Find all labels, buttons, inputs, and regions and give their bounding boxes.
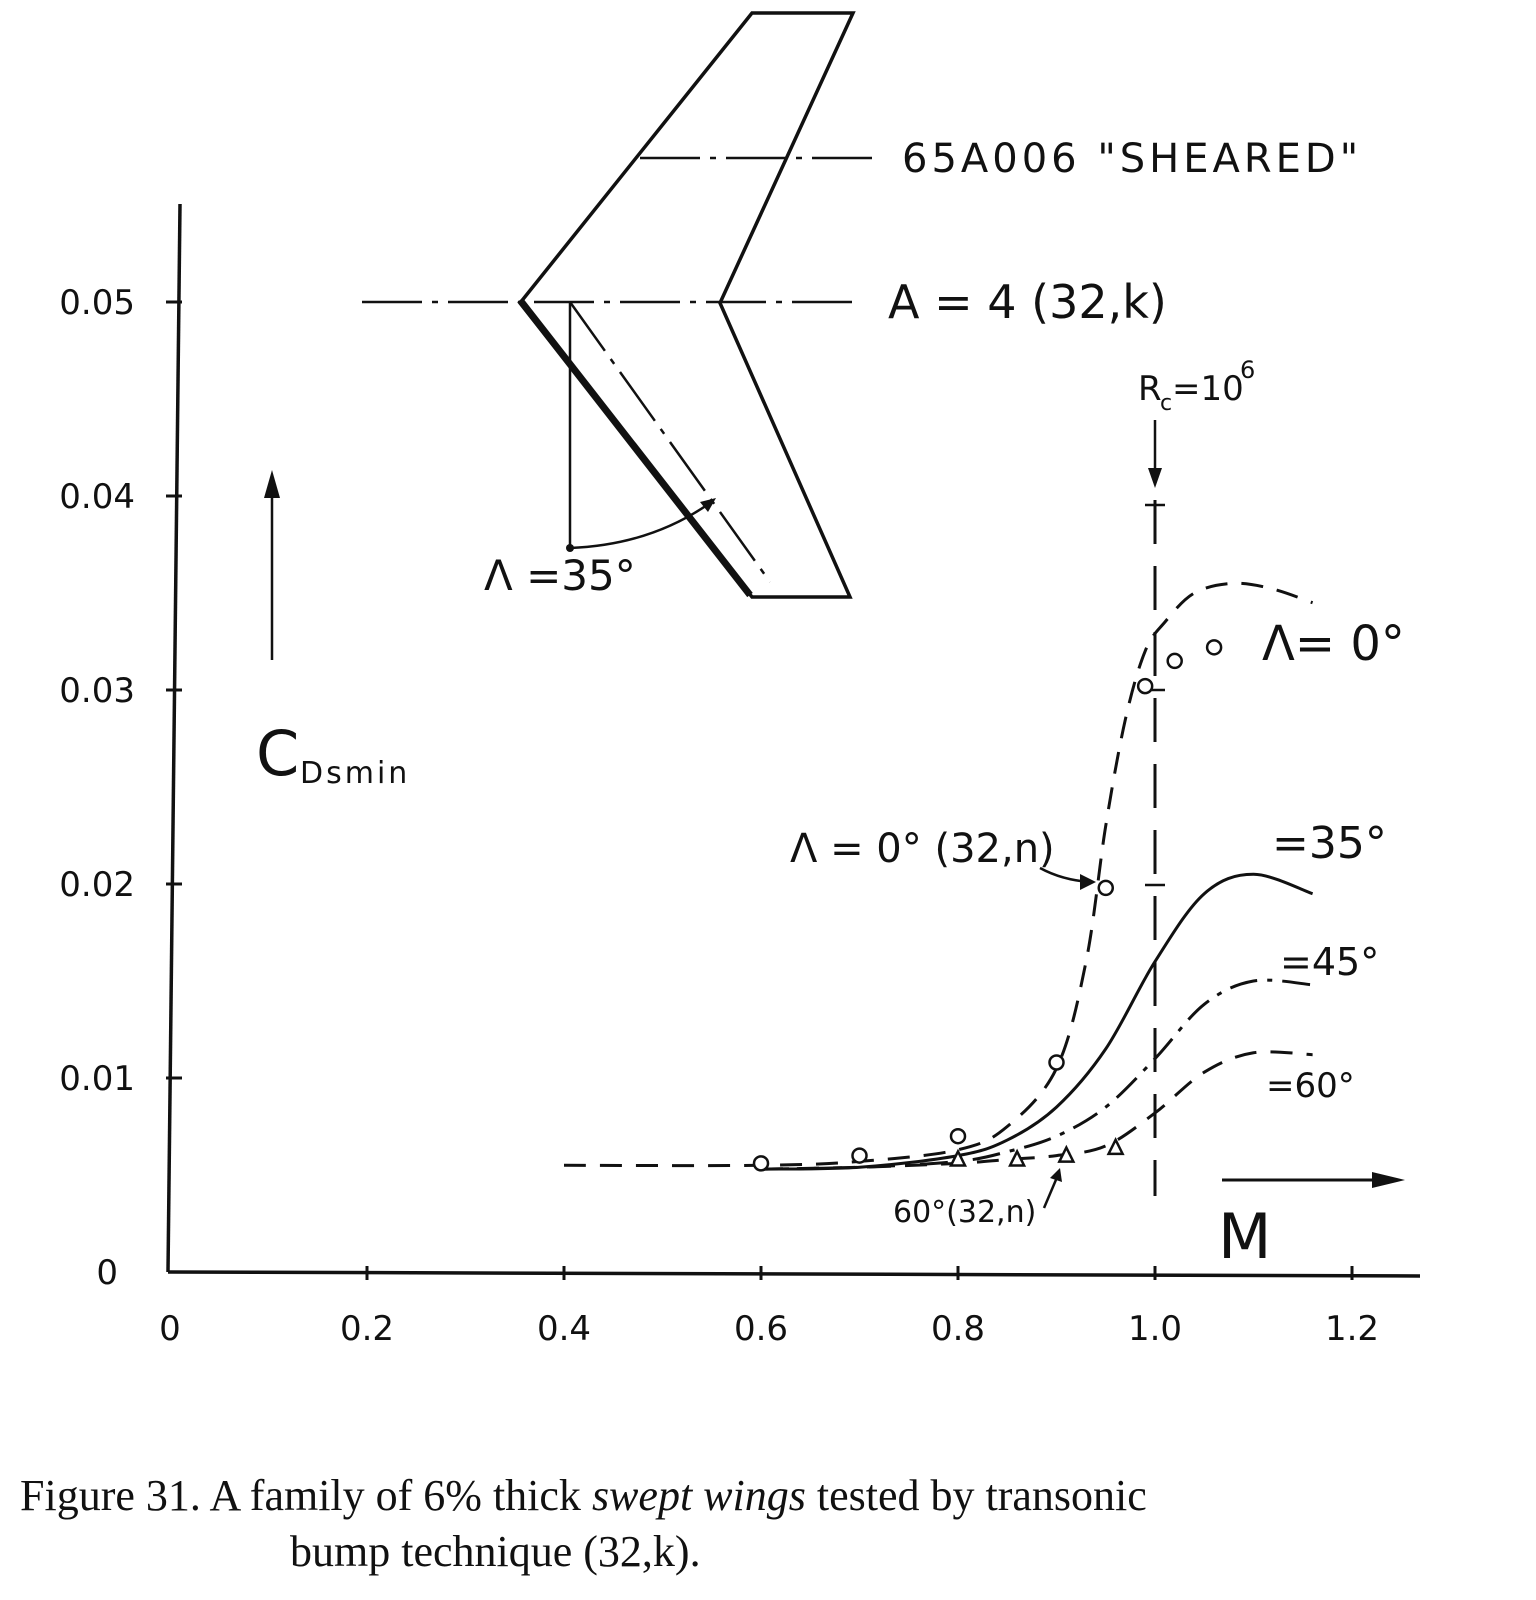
y-axis-line (166, 203, 182, 1273)
circle-point (1097, 879, 1114, 897)
annotation-60deg-32n: 60°(32,n) (893, 1195, 1036, 1230)
y-tick-label: 0.02 (59, 865, 135, 905)
series-line-60deg (760, 1050, 1313, 1171)
y-tick-label: 0.01 (59, 1059, 135, 1099)
triangle-point (1057, 1144, 1076, 1163)
x-tick-label: 0.6 (734, 1309, 788, 1349)
series-label-35deg: =35° (1272, 818, 1387, 869)
circle-point (752, 1155, 770, 1172)
caption-line1-a: Figure 31. A family of 6% thick (20, 1471, 592, 1520)
y-tick-label: 0.04 (59, 477, 135, 517)
annotation-arrow-60deg (1042, 1174, 1060, 1209)
wing-sweep-arc (569, 501, 711, 550)
series-label-0deg: Λ= 0° (1262, 616, 1405, 672)
y-arrow-head (264, 470, 280, 498)
circle-point (851, 1147, 868, 1164)
x-tick-label: 0 (159, 1309, 181, 1349)
x-arrow-head (1372, 1172, 1405, 1188)
annotation-0deg-32n: Λ = 0° (32,n) (790, 826, 1055, 872)
marker-label-rest: =10 (1172, 369, 1244, 409)
wing-label-aspect-ratio: A = 4 (32,k) (888, 275, 1167, 329)
wing-label-airfoil: 65A006 "SHEARED" (902, 136, 1362, 182)
caption-line2: bump technique (32,k). (290, 1527, 701, 1576)
wing-quarter-chord (568, 301, 772, 583)
figure-caption: Figure 31. A family of 6% thick swept wi… (20, 1468, 1520, 1580)
series-line-0deg (563, 581, 1314, 1168)
wing-sweep-arc-head (700, 498, 716, 512)
triangle-point (1008, 1148, 1027, 1167)
axes: 0 0.2 0.4 0.6 0.8 1.0 1.2 0 0.01 0.02 0.03 0.04 0.05 (59, 203, 1421, 1349)
series-line-35deg (760, 872, 1314, 1171)
marker-arrow-head (1148, 468, 1162, 488)
x-axis-label: M (1218, 1200, 1272, 1273)
y-tick-label: 0.03 (59, 671, 135, 711)
series-line-45deg (760, 978, 1313, 1171)
y-tick-label: 0.05 (59, 283, 135, 323)
caption-line1-italic: swept wings (591, 1471, 806, 1520)
marker-label-sub: c (1160, 391, 1172, 416)
series-label-45deg: =45° (1280, 940, 1379, 984)
x-tick-label: 0.4 (537, 1309, 591, 1349)
x-tick-label: 1.2 (1325, 1309, 1379, 1349)
x-axis-line (167, 1270, 1421, 1278)
chart-labels: C Dsmin M Rc =106 Λ= 0° =35° =45° =60° Λ = 0° (32… (256, 136, 1405, 1273)
wing-label-sweep: Λ =35° (484, 551, 636, 600)
circle-point (1166, 652, 1183, 670)
annotation-arrow-head-60deg (1050, 1168, 1062, 1182)
x-tick-label: 1.0 (1128, 1309, 1182, 1349)
x-tick-label: 0.2 (340, 1309, 394, 1349)
wing-leading-edge-bold (517, 297, 753, 598)
marker-label-sup: 6 (1240, 356, 1255, 384)
wing-sweep-dot (566, 544, 574, 552)
y-axis-label: C (256, 717, 299, 790)
caption-line1-c: tested by transonic (805, 1471, 1147, 1520)
data-points (752, 639, 1223, 1172)
y-tick-label: 0 (96, 1253, 118, 1293)
circle-point (1048, 1054, 1065, 1071)
circle-point (1136, 677, 1154, 695)
circle-point (949, 1127, 967, 1145)
annotation-arrow-head-0deg (1080, 874, 1096, 890)
x-tick-label: 0.8 (931, 1309, 985, 1349)
triangle-point (948, 1148, 968, 1167)
marker-label-r: R (1138, 369, 1162, 409)
circle-point (1205, 639, 1223, 656)
y-axis-label-sub: Dsmin (300, 756, 410, 791)
series-label-60deg: =60° (1266, 1066, 1355, 1106)
wing-diagram (362, 11, 880, 599)
triangle-point (1106, 1137, 1125, 1156)
series-lines (563, 581, 1314, 1171)
